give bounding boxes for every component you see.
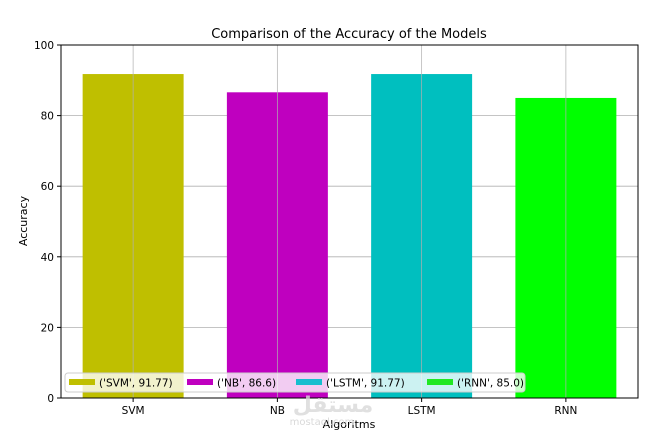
y-axis-label: Accuracy [17,195,30,246]
x-axis-label: Algoritms [323,418,376,431]
legend: ('SVM', 91.77) ('NB', 86.6) ('LSTM', 91.77… [64,372,526,393]
y-axis-ticks: 0 20 40 60 80 100 [34,40,61,405]
y-tick-label: 0 [47,393,54,405]
watermark-logo: مستقل [293,393,373,418]
legend-entry: ('RNN', 85.0) [457,378,524,390]
legend-entry: ('SVM', 91.77) [99,378,173,390]
legend-entry: ('NB', 86.6) [217,378,276,390]
x-tick-label-lstm: LSTM [408,405,436,417]
x-tick-label-rnn: RNN [554,405,577,417]
watermark-url: mostaql.com [290,417,355,428]
legend-swatch [69,379,95,385]
y-tick-label: 100 [34,40,54,52]
y-tick-label: 20 [41,322,54,334]
plot-frame [60,44,639,399]
y-tick-label: 40 [41,252,54,264]
x-axis-ticks: SVM NB LSTM RNN [122,398,577,417]
y-tick-label: 80 [41,111,54,123]
legend-box [64,372,526,393]
legend-swatch [427,379,453,385]
chart-title: Comparison of the Accuracy of the Models [211,27,487,42]
legend-swatch [187,379,213,385]
bars [82,45,617,398]
legend-swatch [296,379,322,385]
y-tick-label: 60 [41,181,54,193]
x-tick-label-nb: NB [270,405,285,417]
x-tick-label-svm: SVM [122,405,145,417]
legend-entry: ('LSTM', 91.77) [326,378,405,390]
